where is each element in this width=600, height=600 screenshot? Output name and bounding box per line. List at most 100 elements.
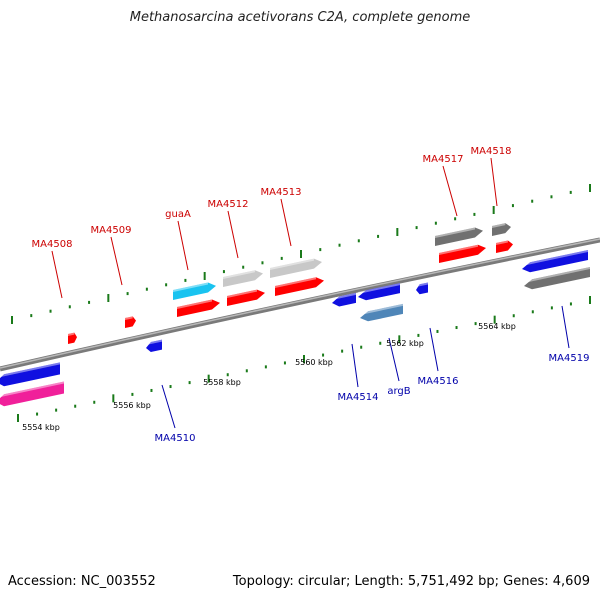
feature-guaa-gene[interactable] bbox=[173, 281, 216, 300]
track-tick bbox=[131, 392, 134, 396]
gene-label-ma4516[interactable]: MA4516 bbox=[418, 376, 459, 387]
feature-ma4514[interactable] bbox=[332, 292, 356, 308]
feature-ma4513-gene[interactable] bbox=[270, 257, 322, 278]
track-tick bbox=[245, 369, 248, 373]
feature-left-pink[interactable] bbox=[0, 381, 64, 408]
track-tick bbox=[341, 349, 344, 353]
feature-ma4518-cds[interactable] bbox=[496, 239, 513, 253]
track-tick bbox=[188, 381, 191, 385]
gene-label-ma4513[interactable]: MA4513 bbox=[261, 187, 302, 198]
track-tick bbox=[473, 212, 476, 216]
track-tick bbox=[455, 326, 458, 330]
track-tick bbox=[398, 335, 401, 344]
track-tick bbox=[531, 199, 534, 203]
track-tick bbox=[169, 385, 172, 389]
track-tick bbox=[30, 314, 33, 318]
label-leader-line bbox=[561, 305, 570, 349]
track-tick bbox=[531, 310, 534, 314]
feature-ma4512-cds[interactable] bbox=[227, 288, 265, 306]
gene-label-ma4509[interactable]: MA4509 bbox=[91, 225, 132, 236]
label-leader-line bbox=[161, 384, 176, 429]
track-tick bbox=[511, 204, 514, 208]
track-tick bbox=[112, 394, 115, 403]
kbp-tick-label: 5564 kbp bbox=[478, 322, 516, 331]
track-tick bbox=[280, 256, 283, 260]
track-tick bbox=[300, 250, 302, 258]
feature-ma4516[interactable] bbox=[416, 282, 428, 295]
track-tick bbox=[454, 217, 457, 221]
track-tick bbox=[74, 404, 77, 408]
track-tick bbox=[569, 302, 572, 306]
feature-ma4513-cds[interactable] bbox=[275, 276, 324, 296]
feature-ma4512-gene[interactable] bbox=[223, 268, 263, 287]
feature-ma4519-gene[interactable] bbox=[522, 249, 588, 274]
track-tick bbox=[222, 270, 225, 274]
track-tick bbox=[550, 195, 553, 199]
track-tick bbox=[569, 190, 572, 194]
feature-ma4517-gene[interactable] bbox=[435, 226, 483, 246]
track-tick bbox=[319, 248, 322, 252]
genome-summary-text: Topology: circular; Length: 5,751,492 bp… bbox=[232, 574, 590, 589]
track-tick bbox=[283, 361, 286, 365]
map-title: Methanosarcina acetivorans C2A, complete… bbox=[129, 10, 471, 25]
track-tick bbox=[184, 278, 187, 282]
gene-label-ma4508[interactable]: MA4508 bbox=[32, 239, 73, 250]
feature-ma4519-cds[interactable] bbox=[524, 266, 590, 291]
track-tick bbox=[203, 272, 206, 280]
feature-left-blue[interactable] bbox=[0, 362, 60, 388]
label-leader-line bbox=[388, 337, 400, 382]
track-tick bbox=[377, 234, 380, 238]
feature-ma4518-gene[interactable] bbox=[492, 222, 511, 236]
track-tick bbox=[36, 412, 39, 416]
gene-label-ma4510[interactable]: MA4510 bbox=[155, 433, 196, 444]
gene-label-ma4519[interactable]: MA4519 bbox=[549, 353, 590, 364]
track-tick bbox=[434, 221, 437, 225]
feature-ma4517-cds[interactable] bbox=[439, 243, 486, 263]
track-tick bbox=[49, 309, 52, 313]
track-tick bbox=[11, 316, 13, 324]
track-tick bbox=[165, 283, 168, 287]
label-leader-line bbox=[490, 157, 498, 207]
accession-text: Accession: NC_003552 bbox=[8, 574, 156, 589]
track-tick bbox=[589, 296, 591, 304]
track-tick bbox=[226, 373, 229, 377]
feature-argb-gene[interactable] bbox=[358, 283, 400, 302]
label-leader-line bbox=[442, 165, 458, 217]
gene-label-ma4514[interactable]: MA4514 bbox=[338, 392, 379, 403]
feature-guaa-cds[interactable] bbox=[177, 298, 220, 317]
track-tick bbox=[512, 314, 515, 318]
track-tick bbox=[436, 329, 439, 333]
track-tick bbox=[357, 239, 360, 243]
tick-tracks bbox=[11, 184, 591, 422]
track-tick bbox=[322, 353, 325, 357]
track-tick bbox=[150, 388, 153, 392]
label-leader-line bbox=[110, 236, 123, 286]
backbone-highlight bbox=[0, 238, 600, 369]
feature-ma4509[interactable] bbox=[125, 316, 136, 328]
track-tick bbox=[493, 315, 496, 324]
label-leader-line bbox=[351, 343, 359, 388]
gene-label-ma4518[interactable]: MA4518 bbox=[471, 146, 512, 157]
track-tick bbox=[242, 265, 245, 269]
feature-argb-cds[interactable] bbox=[360, 303, 403, 323]
track-tick bbox=[492, 206, 495, 214]
gene-label-guaa[interactable]: guaA bbox=[165, 209, 191, 220]
label-leader-line bbox=[51, 250, 63, 299]
track-tick bbox=[264, 365, 267, 369]
feature-ma4510[interactable] bbox=[146, 339, 162, 353]
track-tick bbox=[126, 292, 129, 296]
track-tick bbox=[55, 408, 58, 412]
gene-label-ma4517[interactable]: MA4517 bbox=[423, 154, 464, 165]
track-tick bbox=[550, 306, 553, 310]
track-tick bbox=[107, 294, 110, 302]
gene-label-argb[interactable]: argB bbox=[387, 386, 410, 397]
feature-ma4508[interactable] bbox=[68, 332, 77, 344]
track-tick bbox=[88, 300, 91, 304]
track-tick bbox=[589, 184, 591, 192]
kbp-tick-label: 5556 kbp bbox=[113, 401, 151, 410]
track-tick bbox=[207, 374, 210, 383]
track-tick bbox=[17, 414, 19, 422]
gene-label-ma4512[interactable]: MA4512 bbox=[208, 199, 249, 210]
kbp-tick-label: 5560 kbp bbox=[295, 358, 333, 367]
